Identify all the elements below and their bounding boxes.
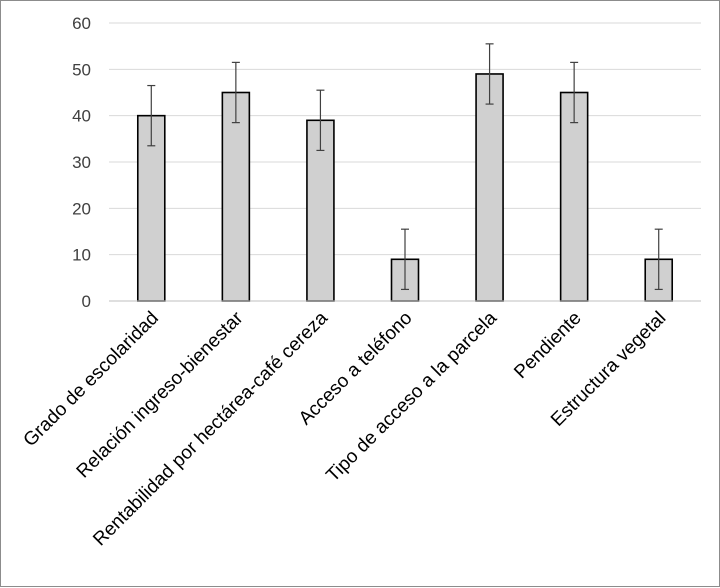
bar xyxy=(221,91,251,302)
grid-lines xyxy=(109,22,701,256)
error-bars xyxy=(147,43,663,291)
y-tick-label: 10 xyxy=(72,246,91,265)
error-bar xyxy=(231,61,240,124)
x-category-label: Pendiente xyxy=(510,308,585,383)
x-category-label: Relación ingreso-bienestar xyxy=(73,307,248,482)
x-category-label: Tipo de acceso a la parcela xyxy=(322,307,501,486)
y-tick-label: 30 xyxy=(72,153,91,172)
error-bar xyxy=(570,61,579,124)
error-bar xyxy=(147,84,156,147)
y-tick-label: 20 xyxy=(72,199,91,218)
error-bar xyxy=(485,43,494,105)
y-tick-label: 50 xyxy=(72,60,91,79)
error-bar xyxy=(316,89,325,152)
bar xyxy=(559,91,589,302)
y-tick-label: 60 xyxy=(72,14,91,33)
y-tick-label: 0 xyxy=(82,292,91,311)
error-bar xyxy=(654,228,663,291)
x-category-label: Grado de escolaridad xyxy=(20,308,163,451)
y-tick-label: 40 xyxy=(72,107,91,126)
error-bar xyxy=(401,228,409,291)
y-axis-ticks: 0 10 20 30 40 50 60 xyxy=(72,14,91,311)
bar xyxy=(475,73,504,302)
